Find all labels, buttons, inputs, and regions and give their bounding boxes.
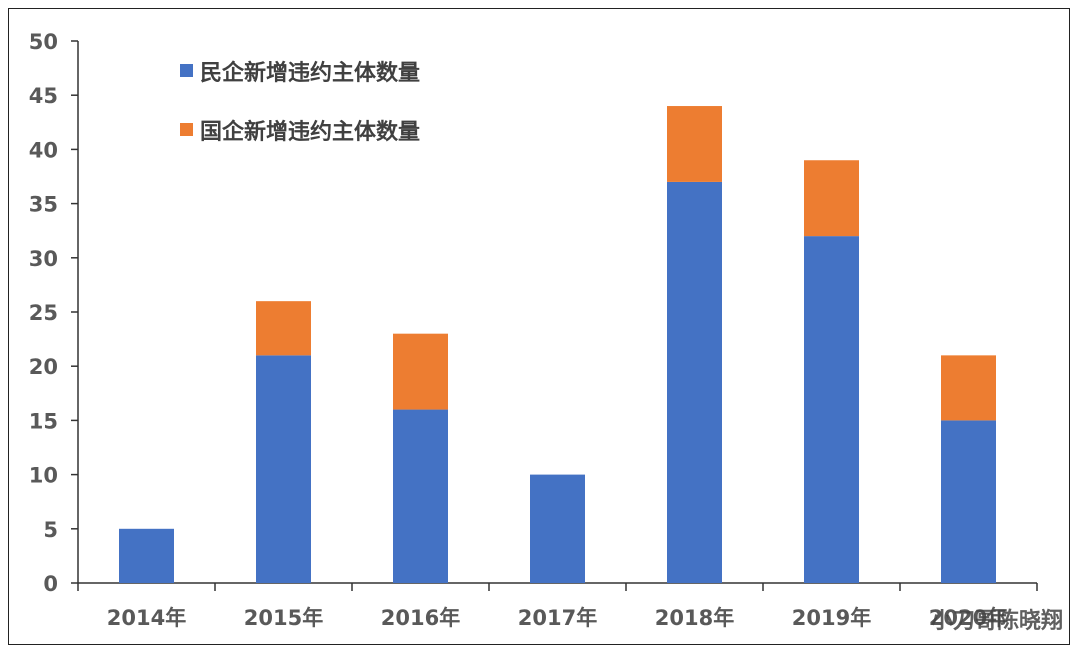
bar-state-2020年 [941,355,996,421]
x-category-label: 2018年 [655,606,734,630]
bar-state-2019年 [804,160,859,237]
x-category-label: 2014年 [107,606,186,630]
y-tick-label: 35 [29,193,58,217]
legend: 民企新增违约主体数量 国企新增违约主体数量 [180,60,420,145]
bar-state-2015年 [256,301,311,356]
x-axis: 2014年 2015年 2016年 2017年 2018年 2019年 2020年 [77,582,1038,630]
x-category-label: 2019年 [792,606,871,630]
y-tick-label: 10 [29,464,58,488]
bar-private-2016年 [393,409,448,583]
y-tick-label: 15 [29,409,58,433]
bars [119,106,996,584]
legend-swatch-state [180,123,193,136]
bar-private-2017年 [530,474,585,583]
bar-private-2018年 [667,181,722,584]
legend-label-state: 国企新增违约主体数量 [200,119,420,145]
bar-state-2016年 [393,333,448,410]
bar-private-2015年 [256,355,311,583]
y-tick-label: 25 [29,301,58,325]
x-category-label: 2016年 [381,606,460,630]
legend-label-private: 民企新增违约主体数量 [200,60,420,86]
x-category-label: 2015年 [244,606,323,630]
y-tick-label: 40 [29,138,58,162]
y-tick-label: 20 [29,355,58,379]
watermark: 小刀哥陈晓翔 [931,608,1063,634]
y-axis: 0 5 10 15 20 25 30 35 40 45 50 [29,30,79,596]
x-category-label: 2017年 [518,606,597,630]
y-tick-label: 5 [43,518,58,542]
y-tick-label: 50 [29,30,58,54]
y-tick-label: 30 [29,247,58,271]
legend-swatch-private [180,64,193,77]
y-tick-label: 45 [29,84,58,108]
bar-private-2014年 [119,528,174,583]
y-tick-label: 0 [43,572,58,596]
x-category-label: 2020年 [929,606,1008,630]
bar-private-2020年 [941,420,996,583]
bar-state-2018年 [667,106,722,182]
bar-private-2019年 [804,236,859,583]
